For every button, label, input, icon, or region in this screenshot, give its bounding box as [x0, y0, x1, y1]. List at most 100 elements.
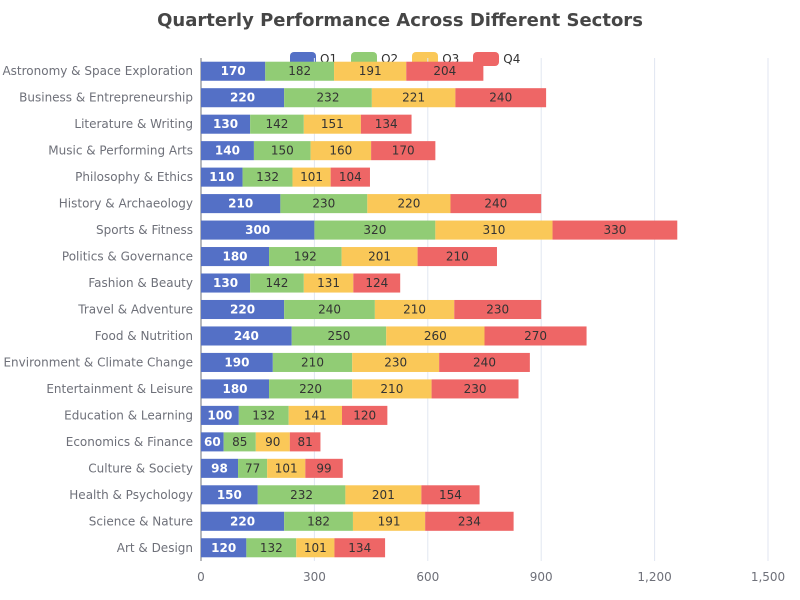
bar-segment — [371, 141, 436, 161]
category-label: Entertainment & Leisure — [46, 382, 193, 396]
x-tick-label: 600 — [416, 570, 439, 584]
data-label: 182 — [307, 514, 330, 528]
x-tick-label: 300 — [303, 570, 326, 584]
category-label: Politics & Governance — [62, 250, 193, 264]
data-label: 191 — [359, 64, 382, 78]
data-label: 120 — [353, 408, 376, 422]
category-label: Science & Nature — [89, 514, 193, 528]
data-label: 132 — [256, 170, 279, 184]
bar-segment — [314, 220, 436, 240]
chart-title: Quarterly Performance Across Different S… — [157, 10, 643, 31]
bar-segment — [284, 299, 375, 320]
data-label: 210 — [446, 250, 469, 264]
data-label: 210 — [380, 382, 403, 396]
data-label: 201 — [368, 250, 391, 264]
bar-segment — [246, 538, 297, 558]
data-label: 101 — [300, 170, 323, 184]
bar-segment — [269, 247, 342, 267]
bar-segment — [201, 273, 251, 293]
bar-segment — [345, 485, 422, 505]
bar-segment — [201, 326, 292, 346]
bar-segment — [284, 88, 372, 108]
data-label: 240 — [318, 303, 341, 317]
data-label: 100 — [207, 408, 232, 422]
data-label: 192 — [294, 250, 317, 264]
data-label: 260 — [424, 329, 447, 343]
data-label: 140 — [215, 144, 240, 158]
data-label: 220 — [299, 382, 322, 396]
bar-segment — [201, 247, 270, 267]
category-label: Literature & Writing — [74, 117, 193, 131]
data-label: 230 — [464, 382, 487, 396]
bar-segment — [310, 141, 372, 161]
x-tick-label: 1,200 — [637, 570, 671, 584]
bar-segment — [253, 141, 311, 161]
data-label: 99 — [316, 461, 331, 475]
data-label: 230 — [384, 355, 407, 369]
data-label: 60 — [204, 435, 221, 449]
data-label: 81 — [297, 435, 312, 449]
legend-label-q4: Q4 — [503, 52, 521, 66]
bar-segment — [201, 220, 315, 240]
bar-segment — [201, 379, 270, 399]
data-label: 201 — [372, 488, 395, 502]
category-label: Economics & Finance — [66, 435, 193, 449]
category-label: Business & Entrepreneurship — [19, 91, 193, 105]
bar-segment — [201, 167, 243, 187]
bar-segment — [267, 458, 306, 478]
category-label: Education & Learning — [64, 408, 193, 422]
data-label: 124 — [365, 276, 388, 290]
data-label: 150 — [271, 144, 294, 158]
data-label: 240 — [234, 329, 259, 343]
data-label: 300 — [245, 223, 270, 237]
data-label: 190 — [224, 355, 249, 369]
data-label: 132 — [260, 541, 283, 555]
data-label: 210 — [228, 197, 253, 211]
bar-segment — [352, 352, 440, 372]
bar-segment — [360, 114, 412, 134]
bar-segment — [291, 326, 387, 346]
data-label: 104 — [339, 170, 362, 184]
data-label: 110 — [209, 170, 234, 184]
bar-segment — [289, 432, 321, 452]
data-label: 320 — [363, 223, 386, 237]
category-label: History & Archaeology — [59, 197, 193, 211]
bar-segment — [450, 194, 542, 214]
data-label: 191 — [378, 514, 401, 528]
category-label: Astronomy & Space Exploration — [2, 64, 193, 78]
data-label: 170 — [392, 144, 415, 158]
category-label: Travel & Adventure — [77, 303, 193, 317]
x-tick-label: 900 — [530, 570, 553, 584]
data-label: 250 — [328, 329, 351, 343]
bar-segment — [417, 247, 497, 267]
category-label: Music & Performing Arts — [48, 144, 193, 158]
data-label: 101 — [275, 461, 298, 475]
bar-segment — [425, 511, 514, 531]
category-label: Art & Design — [117, 541, 193, 555]
bar-segment — [484, 326, 587, 346]
data-label: 330 — [603, 223, 626, 237]
bar-segment — [421, 485, 480, 505]
bar-segment — [201, 405, 239, 425]
bar-segment — [352, 511, 426, 531]
bar-segment — [201, 352, 273, 372]
data-label: 232 — [317, 91, 340, 105]
bar-segment — [431, 379, 519, 399]
bar-segment — [406, 61, 484, 81]
data-label: 132 — [252, 408, 275, 422]
bar-segment — [265, 61, 335, 81]
bar-segment — [280, 194, 368, 214]
bar-segment — [201, 299, 285, 320]
data-label: 77 — [245, 461, 260, 475]
data-label: 160 — [329, 144, 352, 158]
data-label: 134 — [348, 541, 371, 555]
category-label: Sports & Fitness — [96, 223, 193, 237]
data-label: 130 — [213, 276, 238, 290]
bar-segment — [201, 538, 247, 558]
bar-segment — [201, 194, 281, 214]
bar-segment — [201, 114, 251, 134]
bar-segment — [250, 273, 304, 293]
category-label: Environment & Climate Change — [3, 355, 193, 369]
data-label: 204 — [433, 64, 456, 78]
data-label: 170 — [221, 64, 246, 78]
